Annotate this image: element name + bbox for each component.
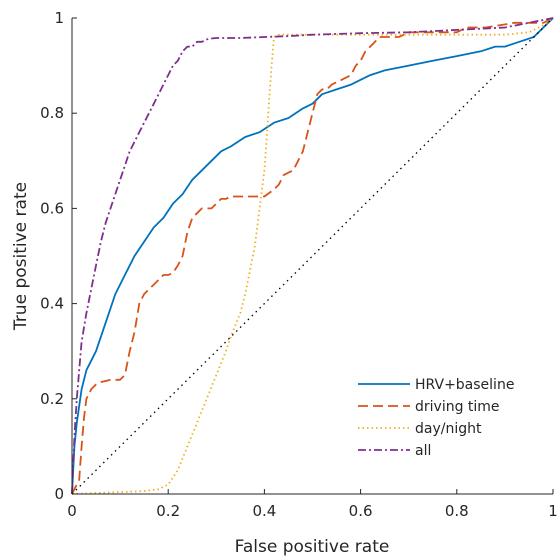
x-tick-label: 0.6 [349,502,373,520]
y-tick-label: 0.2 [40,390,64,408]
axes-layer [71,18,553,495]
legend-label: driving time [415,399,500,415]
y-tick-label: 0 [54,485,64,503]
x-tick-label: 1 [548,502,558,520]
y-axis-label: True positive rate [11,182,31,331]
legend: HRV+baseline driving time day/night all [358,377,514,459]
legend-label: day/night [415,421,482,437]
x-tick-label: 0.4 [252,502,276,520]
y-tick-label: 0.6 [40,199,64,217]
series-layer [71,17,554,495]
x-axis-label: False positive rate [235,537,390,557]
x-tick-label: 0.8 [445,502,469,520]
y-tick-label: 1 [54,9,64,27]
legend-label: all [415,443,431,459]
series-line-all [71,17,554,495]
series-line-hrv-baseline [71,17,554,495]
ticks-layer: 00 0.2 0.2 0.4 0.4 0.6 0.6 0.8 0.8 1 1 [40,9,558,520]
plot-area [72,18,553,494]
y-tick-label: 0.8 [40,104,64,122]
legend-label: HRV+baseline [415,377,514,393]
y-tick-label: 0.4 [40,295,64,313]
x-tick-label: 0 [67,502,77,520]
series-line-day-night [71,17,554,495]
x-tick-label: 0.2 [156,502,180,520]
